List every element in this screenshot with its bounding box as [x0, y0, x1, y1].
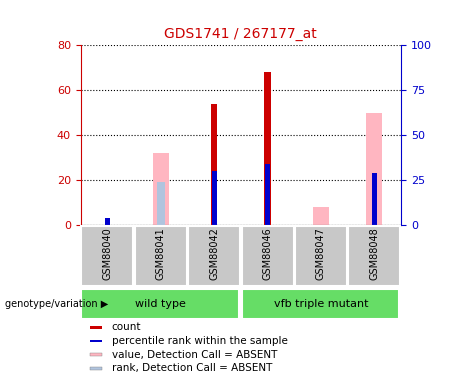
FancyBboxPatch shape — [242, 226, 294, 286]
Bar — [153, 153, 169, 225]
Bar — [90, 340, 102, 342]
Bar — [313, 207, 329, 225]
Bar — [372, 173, 377, 225]
Bar — [105, 218, 110, 225]
Bar — [366, 112, 382, 225]
Text: GSM88048: GSM88048 — [369, 227, 379, 280]
FancyBboxPatch shape — [242, 289, 399, 319]
Bar — [90, 326, 102, 329]
Text: GSM88046: GSM88046 — [263, 227, 272, 280]
Bar — [90, 353, 102, 356]
FancyBboxPatch shape — [295, 226, 347, 286]
Text: vfb triple mutant: vfb triple mutant — [274, 299, 368, 309]
Text: value, Detection Call = ABSENT: value, Detection Call = ABSENT — [112, 350, 277, 360]
Text: rank, Detection Call = ABSENT: rank, Detection Call = ABSENT — [112, 363, 272, 373]
Text: GSM88047: GSM88047 — [316, 227, 326, 280]
FancyBboxPatch shape — [188, 226, 240, 286]
Bar — [90, 367, 102, 369]
Bar — [212, 171, 217, 225]
Bar — [264, 72, 271, 225]
Title: GDS1741 / 267177_at: GDS1741 / 267177_at — [165, 27, 317, 41]
FancyBboxPatch shape — [81, 226, 133, 286]
Text: GSM88040: GSM88040 — [102, 227, 112, 280]
Bar — [265, 164, 270, 225]
Text: wild type: wild type — [136, 299, 186, 309]
Text: genotype/variation ▶: genotype/variation ▶ — [5, 299, 108, 309]
FancyBboxPatch shape — [81, 289, 239, 319]
Text: percentile rank within the sample: percentile rank within the sample — [112, 336, 288, 346]
Bar — [157, 182, 165, 225]
Text: GSM88042: GSM88042 — [209, 227, 219, 280]
FancyBboxPatch shape — [135, 226, 187, 286]
Text: GSM88041: GSM88041 — [156, 227, 166, 280]
Text: count: count — [112, 322, 141, 332]
FancyBboxPatch shape — [349, 226, 401, 286]
Bar — [211, 104, 218, 225]
